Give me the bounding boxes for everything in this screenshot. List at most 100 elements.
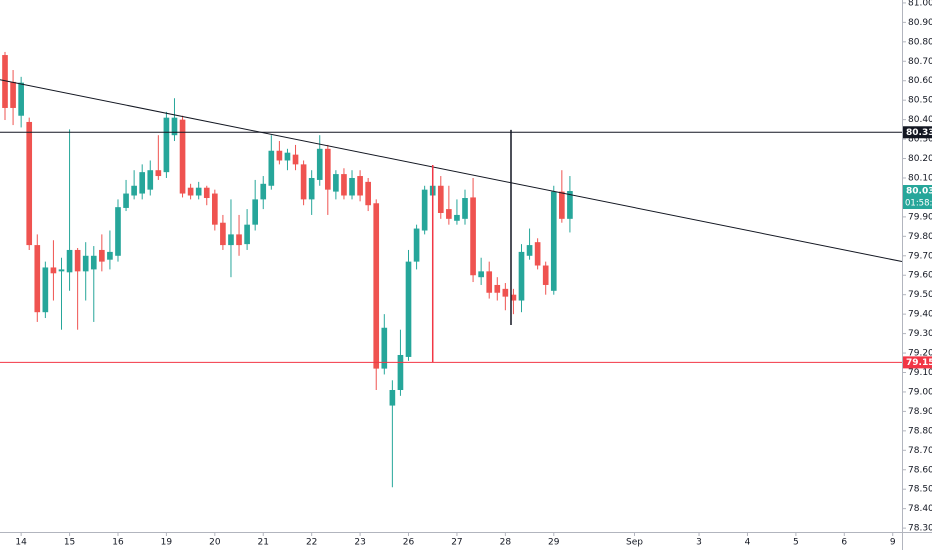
y-tick-label: 78.500 bbox=[908, 485, 932, 495]
candle-body bbox=[99, 249, 105, 262]
y-tick-label: 78.800 bbox=[908, 426, 932, 436]
candle-body bbox=[66, 249, 73, 273]
candle-body bbox=[155, 170, 162, 177]
candle-body bbox=[486, 271, 493, 293]
candle-body bbox=[123, 193, 129, 208]
candle-body bbox=[139, 172, 146, 194]
x-tick-label: 4 bbox=[745, 538, 751, 548]
x-tick-label: 16 bbox=[112, 538, 124, 548]
y-tick-label: 80.800 bbox=[908, 37, 932, 47]
candle-body bbox=[365, 181, 371, 206]
candle-body bbox=[333, 174, 339, 192]
x-tick-label: 6 bbox=[841, 538, 847, 548]
trend-line bbox=[0, 79, 903, 263]
y-tick-label: 79.800 bbox=[908, 232, 932, 242]
candle-body bbox=[115, 207, 121, 256]
candle-body bbox=[454, 214, 460, 221]
y-tick-label: 80.600 bbox=[908, 76, 932, 86]
candle-body bbox=[260, 183, 267, 200]
candle-body bbox=[276, 150, 283, 161]
y-tick-label: 78.600 bbox=[908, 465, 932, 475]
last-price-bg bbox=[903, 185, 932, 210]
candle-body bbox=[349, 177, 355, 196]
level-label: 80.335 bbox=[906, 128, 932, 138]
candle-body bbox=[316, 148, 323, 180]
candle-body bbox=[550, 191, 557, 291]
x-tick-label: 9 bbox=[890, 538, 896, 548]
y-tick-label: 78.300 bbox=[908, 524, 932, 534]
y-tick-label: 80.300 bbox=[908, 135, 932, 145]
y-tick-label: 79.100 bbox=[908, 368, 932, 378]
y-tick-label: 79.600 bbox=[908, 271, 932, 281]
candle-body bbox=[389, 390, 396, 406]
candle-body bbox=[357, 176, 363, 196]
candle-body bbox=[494, 284, 501, 293]
x-tick-label: 14 bbox=[15, 538, 27, 548]
candle-body bbox=[90, 255, 97, 270]
candle-body bbox=[526, 245, 533, 256]
x-tick-label: 15 bbox=[64, 538, 75, 548]
candle-body bbox=[220, 222, 226, 246]
x-tick-label: 22 bbox=[306, 538, 317, 548]
y-tick-label: 80.100 bbox=[908, 173, 932, 183]
candle-body bbox=[268, 150, 275, 186]
candle-body bbox=[203, 187, 210, 199]
candle-body bbox=[534, 242, 541, 266]
candle-body bbox=[542, 265, 549, 285]
candle-body bbox=[26, 121, 33, 246]
y-tick-label: 78.900 bbox=[908, 407, 932, 417]
level-label-bg bbox=[903, 356, 932, 369]
candle-body bbox=[413, 228, 420, 262]
candle-body bbox=[147, 170, 154, 190]
candle-body bbox=[195, 187, 202, 196]
y-tick-label: 80.200 bbox=[908, 154, 932, 164]
candle-body bbox=[373, 203, 380, 369]
candle-body bbox=[518, 251, 525, 301]
candle-body bbox=[236, 234, 242, 246]
candle-body bbox=[446, 209, 452, 219]
candle-body bbox=[308, 177, 315, 200]
candle-body bbox=[405, 261, 412, 357]
candle-body bbox=[292, 154, 299, 165]
level-label: 79.152 bbox=[906, 358, 932, 368]
candle-body bbox=[58, 269, 65, 272]
x-tick-label: 5 bbox=[793, 538, 799, 548]
last-price-label: 80.033 bbox=[906, 187, 932, 197]
candle-body bbox=[559, 191, 565, 219]
x-tick-label: 27 bbox=[451, 538, 462, 548]
y-tick-label: 79.000 bbox=[908, 387, 932, 397]
candle-body bbox=[421, 189, 428, 231]
y-tick-label: 80.900 bbox=[908, 18, 932, 28]
candle-body bbox=[502, 288, 509, 297]
candle-body bbox=[82, 255, 89, 272]
candle-body bbox=[567, 191, 573, 219]
candle-body bbox=[74, 249, 81, 272]
x-tick-label: Sep bbox=[626, 538, 643, 548]
y-tick-label: 79.900 bbox=[908, 212, 932, 222]
x-tick-label: 29 bbox=[548, 538, 560, 548]
candle-body bbox=[187, 187, 194, 196]
y-tick-label: 80.500 bbox=[908, 96, 932, 106]
countdown-label: 01:58:53 bbox=[905, 199, 932, 209]
candle-body bbox=[212, 193, 218, 225]
x-tick-label: 23 bbox=[354, 538, 365, 548]
candle-body bbox=[244, 224, 250, 245]
candle-body bbox=[324, 148, 331, 190]
y-tick-label: 79.500 bbox=[908, 290, 932, 300]
candle-body bbox=[470, 197, 476, 276]
candle-body bbox=[179, 119, 186, 194]
y-tick-label: 79.300 bbox=[908, 329, 932, 339]
candle-body bbox=[131, 185, 137, 196]
candle-body bbox=[34, 245, 41, 313]
x-tick-label: 28 bbox=[500, 538, 512, 548]
candle-body bbox=[341, 174, 347, 196]
x-tick-label: 21 bbox=[258, 538, 269, 548]
candle-body bbox=[171, 117, 178, 136]
candle-body bbox=[228, 234, 234, 246]
candle-body bbox=[50, 267, 57, 274]
y-tick-label: 78.700 bbox=[908, 446, 932, 456]
y-tick-label: 79.700 bbox=[908, 251, 932, 261]
level-label-bg bbox=[903, 126, 932, 139]
